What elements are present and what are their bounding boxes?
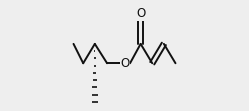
Text: O: O	[136, 7, 145, 20]
Text: O: O	[121, 57, 130, 70]
